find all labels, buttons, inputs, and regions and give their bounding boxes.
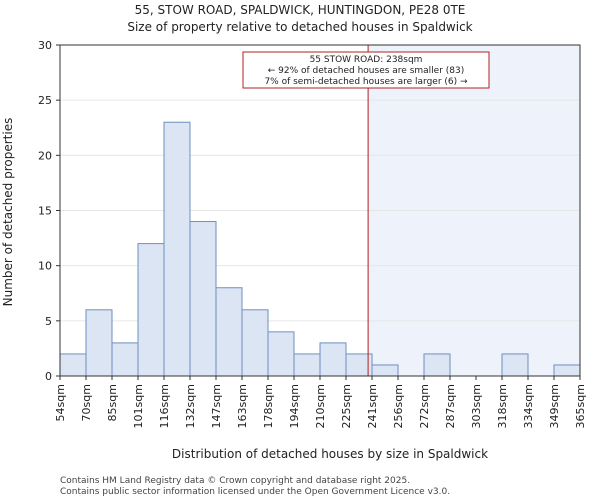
x-tick-label: 349sqm — [548, 384, 561, 428]
x-tick-label: 116sqm — [158, 384, 171, 428]
x-tick-label: 365sqm — [574, 384, 587, 428]
bar-194sqm — [293, 353, 321, 377]
bar-54sqm — [59, 353, 87, 377]
y-tick-label: 5 — [45, 315, 52, 328]
bar-241sqm — [371, 364, 399, 377]
x-tick-label: 318sqm — [496, 384, 509, 428]
bar-272sqm — [423, 353, 451, 377]
y-axis-label: Number of detached properties — [1, 118, 15, 307]
y-tick-label: 15 — [38, 205, 52, 218]
footer-line2: Contains public sector information licen… — [60, 487, 450, 497]
x-tick-label: 70sqm — [80, 384, 93, 421]
x-tick-label: 210sqm — [314, 384, 327, 428]
x-tick-label: 334sqm — [522, 384, 535, 428]
annotation-line3: 7% of semi-detached houses are larger (6… — [264, 77, 468, 87]
bar-116sqm — [163, 121, 191, 377]
x-tick-label: 256sqm — [392, 384, 405, 428]
x-tick-label: 272sqm — [418, 384, 431, 428]
bar-85sqm — [111, 342, 139, 377]
x-tick-label: 241sqm — [366, 384, 379, 428]
y-tick-label: 25 — [38, 94, 52, 107]
x-tick-label: 194sqm — [288, 384, 301, 428]
footer-line1: Contains HM Land Registry data © Crown c… — [60, 476, 410, 486]
y-tick-label: 0 — [45, 370, 52, 383]
bar-163sqm — [241, 309, 269, 377]
bar-178sqm — [267, 331, 295, 377]
x-tick-label: 225sqm — [340, 384, 353, 428]
bar-132sqm — [189, 221, 217, 377]
bar-210sqm — [319, 342, 347, 377]
x-tick-label: 54sqm — [54, 384, 67, 421]
x-tick-label: 101sqm — [132, 384, 145, 428]
bar-318sqm — [501, 353, 529, 377]
x-tick-label: 132sqm — [184, 384, 197, 428]
annotation-box: 55 STOW ROAD: 238sqm ← 92% of detached h… — [242, 51, 490, 89]
bar-101sqm — [137, 243, 165, 377]
annotation-line1: 55 STOW ROAD: 238sqm — [310, 55, 423, 65]
x-tick-label: 303sqm — [470, 384, 483, 428]
annotation-line2: ← 92% of detached houses are smaller (83… — [268, 66, 465, 76]
x-tick-label: 147sqm — [210, 384, 223, 428]
x-axis-label: Distribution of detached houses by size … — [172, 447, 488, 461]
annotation-border — [242, 51, 490, 89]
bar-349sqm — [553, 364, 581, 377]
bar-70sqm — [85, 309, 113, 377]
y-tick-label: 30 — [38, 39, 52, 52]
chart-title-line1: 55, STOW ROAD, SPALDWICK, HUNTINGDON, PE… — [135, 3, 466, 17]
x-tick-label: 178sqm — [262, 384, 275, 428]
y-tick-label: 20 — [38, 149, 52, 162]
x-tick-label: 85sqm — [106, 384, 119, 421]
x-tick-label: 163sqm — [236, 384, 249, 428]
chart-title-line2: Size of property relative to detached ho… — [127, 20, 472, 34]
y-tick-label: 10 — [38, 260, 52, 273]
x-tick-label: 287sqm — [444, 384, 457, 428]
bar-147sqm — [215, 287, 243, 377]
